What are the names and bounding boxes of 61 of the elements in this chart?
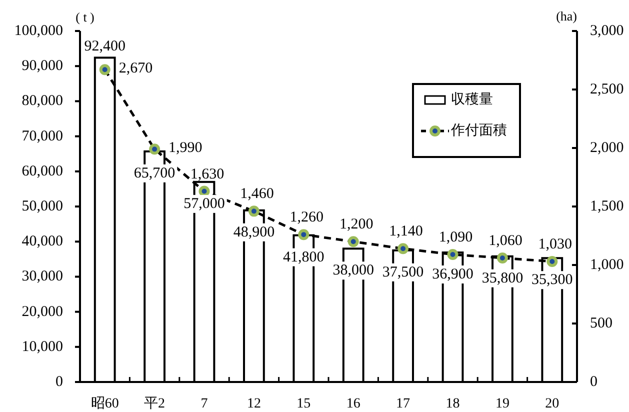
point: [99, 64, 110, 76]
y-tick: 10,000: [22, 338, 63, 355]
y-tick: 70,000: [22, 128, 63, 144]
bar-label: 38,000: [332, 262, 374, 279]
bar-label: 65,700: [134, 165, 176, 182]
x-tick: 7: [200, 396, 208, 412]
point: [348, 236, 359, 248]
point: [149, 144, 160, 155]
y2-tick: 0: [590, 374, 598, 390]
ylabel: ( t ): [76, 10, 94, 24]
bar-label: 37,500: [382, 264, 424, 280]
x-tick: 17: [396, 396, 410, 412]
x-tick: 昭60: [90, 396, 119, 412]
y2-tick: 3,000: [590, 23, 624, 39]
x-tick: 平2: [144, 396, 166, 412]
x-tick: 15: [296, 396, 311, 412]
line-label: 1,630: [190, 166, 224, 182]
bar-label: 41,800: [283, 249, 324, 266]
y-tick: 60,000: [22, 163, 63, 180]
legend-label: 収穫量: [451, 92, 493, 108]
point: [546, 256, 558, 267]
bar-label: 57,000: [184, 196, 225, 212]
y2-tick: 1,500: [590, 198, 624, 214]
y2-tick: 2,000: [590, 140, 624, 156]
line-label: 1,260: [290, 210, 324, 226]
y-tick: 30,000: [22, 268, 63, 285]
y-tick: 20,000: [22, 304, 63, 320]
x-tick: 18: [446, 396, 460, 412]
bar-label: 48,900: [233, 224, 275, 240]
line-label: 1,200: [339, 216, 374, 233]
bar-label: 92,400: [84, 38, 126, 55]
y-tick: 40,000: [22, 234, 63, 250]
legend-label: 作付面積: [451, 124, 507, 138]
y2-tick: 1,000: [590, 257, 624, 273]
y-tick: 50,000: [22, 198, 63, 214]
y-tick: 100,000: [14, 23, 63, 39]
bar-label: 35,300: [532, 272, 573, 288]
line-label: 1,990: [168, 140, 202, 156]
line-label: 1,460: [240, 186, 274, 202]
line-label: 1,060: [488, 232, 522, 249]
bar-label: 35,800: [482, 270, 524, 286]
point: [447, 248, 458, 260]
y-tick: 90,000: [22, 58, 63, 74]
x-tick: 16: [346, 396, 360, 412]
y2-tick: 2,500: [590, 82, 624, 98]
bar-label: 36,900: [432, 266, 474, 282]
line-label: 1,140: [389, 224, 423, 240]
y2label: (ha): [556, 8, 577, 24]
x-tick: 20: [545, 396, 560, 412]
point: [398, 243, 409, 254]
point: [298, 229, 310, 240]
y-tick: 80,000: [22, 93, 63, 110]
x-tick: 19: [495, 396, 510, 412]
x-tick: 12: [246, 396, 261, 412]
line-label: 2,670: [118, 60, 153, 77]
line-label: 1,030: [538, 236, 572, 252]
line-label: 1,090: [438, 229, 473, 246]
y2-tick: 500: [590, 316, 612, 332]
y-tick: 0: [56, 374, 63, 390]
point: [248, 206, 260, 217]
point: [496, 252, 508, 264]
